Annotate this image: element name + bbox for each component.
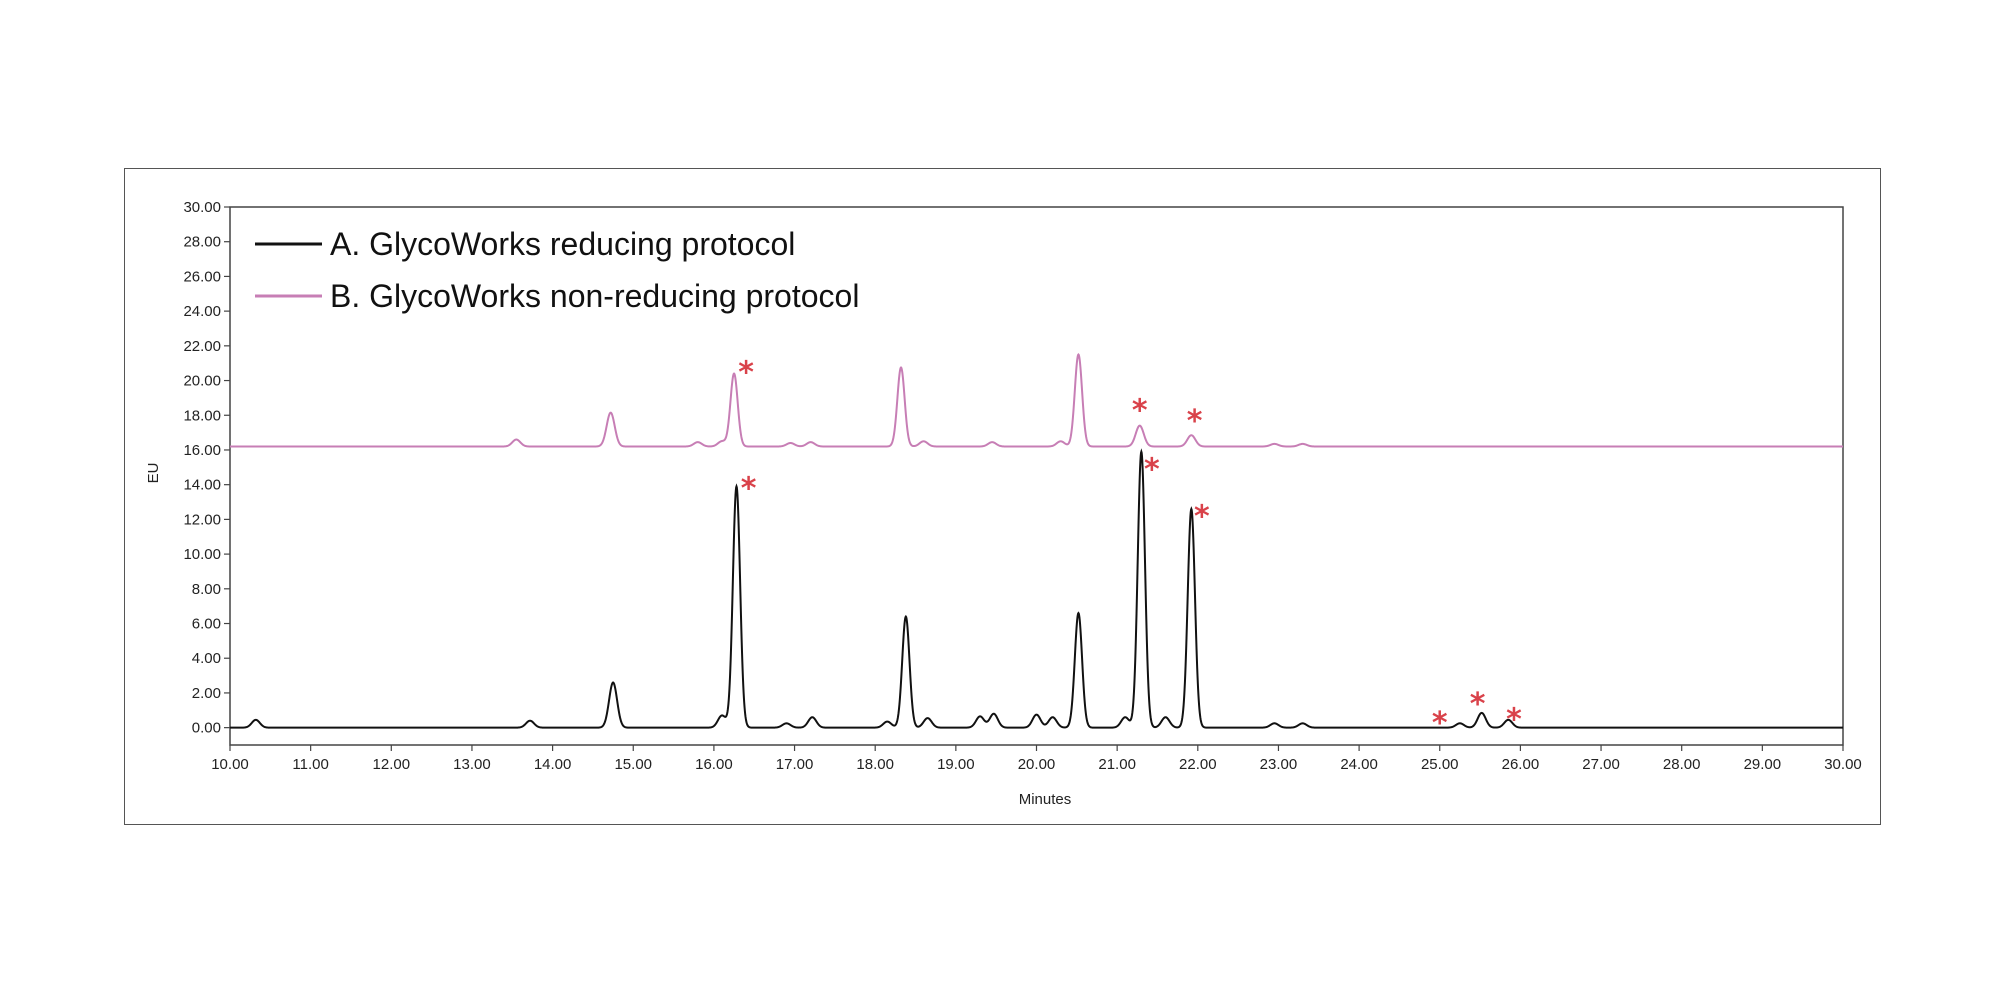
y-tick-label: 14.00	[183, 477, 221, 494]
series-line-b	[230, 353, 1843, 448]
series-layer	[230, 353, 1843, 729]
y-tick-label: 8.00	[192, 581, 221, 598]
y-tick-label: 0.00	[192, 720, 221, 737]
peak-star-annotation: *	[1432, 706, 1448, 741]
y-tick-label: 10.00	[183, 546, 221, 563]
y-tick-label: 2.00	[192, 685, 221, 702]
y-tick-label: 24.00	[183, 303, 221, 320]
peak-star-annotation: *	[741, 472, 757, 507]
y-tick-label: 28.00	[183, 234, 221, 251]
x-tick-label: 22.00	[1179, 756, 1217, 773]
x-tick-label: 13.00	[453, 756, 491, 773]
peak-star-annotation: *	[1187, 404, 1203, 439]
peak-star-annotation: *	[1144, 453, 1160, 488]
peak-star-annotation: *	[1132, 394, 1148, 429]
x-tick-label: 27.00	[1582, 756, 1620, 773]
peak-annotations: * * * * * * * * *	[738, 355, 1522, 741]
y-tick-label: 22.00	[183, 338, 221, 355]
x-tick-label: 30.00	[1824, 756, 1862, 773]
y-tick-label: 12.00	[183, 511, 221, 528]
x-tick-label: 29.00	[1744, 756, 1782, 773]
x-tick-label: 19.00	[937, 756, 975, 773]
peak-star-annotation: *	[1506, 702, 1522, 737]
y-tick-label: 18.00	[183, 407, 221, 424]
x-axis-title: Minutes	[1019, 791, 1072, 808]
x-tick-label: 15.00	[614, 756, 652, 773]
peak-star-annotation: *	[1194, 499, 1210, 534]
peak-star-annotation: *	[738, 355, 754, 390]
series-line-a	[230, 448, 1843, 729]
legend-label-b: B. GlycoWorks non-reducing protocol	[330, 278, 859, 314]
x-axis: 10.00 11.00 12.00 13.00 14.00 15.00 16.00 17.00…	[211, 745, 1862, 773]
y-tick-label: 6.00	[192, 616, 221, 633]
y-axis-title: EU	[145, 463, 162, 484]
x-tick-label: 18.00	[856, 756, 894, 773]
x-tick-label: 12.00	[373, 756, 411, 773]
legend-label-a: A. GlycoWorks reducing protocol	[330, 226, 795, 262]
y-tick-label: 16.00	[183, 442, 221, 459]
y-tick-label: 4.00	[192, 650, 221, 667]
x-tick-label: 23.00	[1260, 756, 1298, 773]
x-tick-label: 11.00	[292, 756, 328, 773]
x-tick-label: 10.00	[211, 756, 249, 773]
y-tick-label: 30.00	[183, 199, 221, 216]
x-tick-label: 24.00	[1340, 756, 1378, 773]
x-tick-label: 26.00	[1502, 756, 1540, 773]
x-tick-label: 25.00	[1421, 756, 1459, 773]
x-tick-label: 14.00	[534, 756, 572, 773]
y-axis: 0.00 2.00 4.00 6.00 8.00 10.00 12.00 14.00 16.00…	[183, 199, 230, 737]
chart-frame: 0.00 2.00 4.00 6.00 8.00 10.00 12.00 14.00 16.00…	[124, 168, 1881, 825]
y-tick-label: 20.00	[183, 373, 221, 390]
peak-star-annotation: *	[1470, 687, 1486, 722]
chromatogram-chart: 0.00 2.00 4.00 6.00 8.00 10.00 12.00 14.00 16.00…	[145, 199, 1862, 808]
x-tick-label: 28.00	[1663, 756, 1701, 773]
x-tick-label: 16.00	[695, 756, 733, 773]
legend: A. GlycoWorks reducing protocol B. Glyco…	[255, 226, 859, 314]
x-tick-label: 17.00	[776, 756, 814, 773]
x-tick-label: 20.00	[1018, 756, 1056, 773]
y-tick-label: 26.00	[183, 268, 221, 285]
x-tick-label: 21.00	[1098, 756, 1136, 773]
